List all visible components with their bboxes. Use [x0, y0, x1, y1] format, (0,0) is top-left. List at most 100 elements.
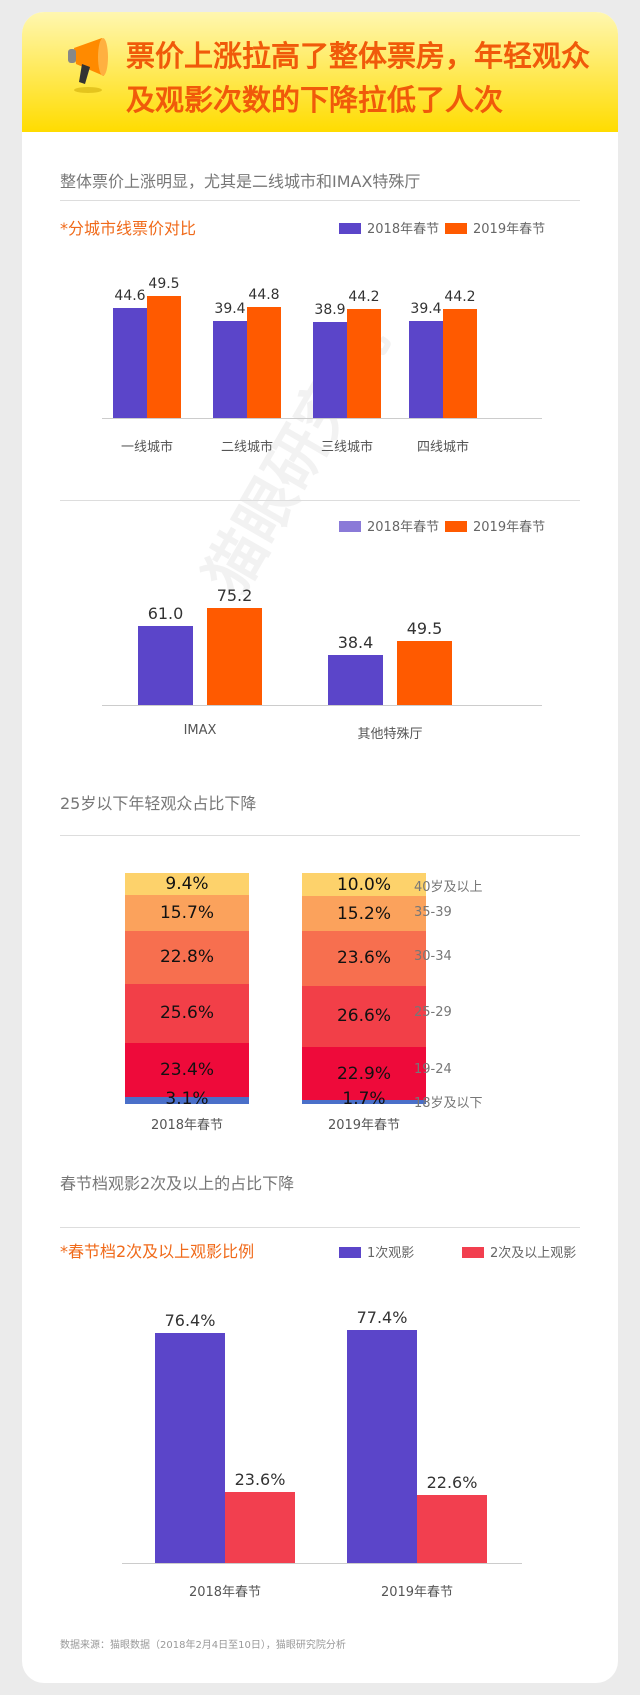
data-label: 44.2 — [348, 288, 380, 305]
segment-label: 23.4% — [159, 1059, 214, 1080]
section-title-2: 25岁以下年轻观众占比下降 — [60, 794, 257, 813]
segment-label: 1.7% — [342, 1088, 386, 1109]
stack-segment: 1.7% — [302, 1090, 426, 1107]
data-label: 75.2 — [216, 585, 253, 605]
x-axis — [122, 1563, 522, 1564]
stack-segment: 26.6% — [302, 985, 426, 1048]
category-label: IMAX — [183, 723, 217, 738]
legend-swatch — [445, 223, 467, 234]
data-label: 44.2 — [444, 288, 476, 305]
legend-item: 2019年春节 — [445, 218, 545, 237]
stack-legend-label: 25-29 — [414, 1005, 452, 1021]
legend-item: 2019年春节 — [445, 516, 545, 535]
category-label: 2018年春节 — [188, 1585, 262, 1600]
legend-item: 2018年春节 — [339, 218, 439, 237]
legend-swatch — [462, 1247, 484, 1258]
section-title-3: 春节档观影2次及以上的占比下降 — [60, 1174, 295, 1193]
legend-label: 2次及以上观影 — [490, 1246, 577, 1261]
divider — [60, 500, 580, 501]
x-axis — [102, 418, 542, 419]
stack-segment: 23.4% — [125, 1042, 249, 1097]
segment-label: 25.6% — [159, 1003, 214, 1024]
bar — [443, 308, 477, 418]
data-label: 39.4 — [410, 300, 442, 317]
bar — [328, 655, 383, 705]
legend-item: 2次及以上观影 — [462, 1242, 576, 1261]
chart-title: *分城市线票价对比 — [60, 219, 197, 238]
data-label: 61.0 — [147, 604, 184, 624]
data-source-footer: 数据来源：猫眼数据（2018年2月4日至10日），猫眼研究院分析 — [60, 1640, 346, 1651]
bar — [225, 1491, 295, 1563]
segment-label: 22.9% — [336, 1063, 391, 1084]
data-label: 49.5 — [406, 618, 443, 638]
segment-label: 22.8% — [159, 947, 214, 968]
bar — [347, 308, 381, 418]
stack-segment: 22.9% — [302, 1047, 426, 1101]
section-title-1: 整体票价上涨明显，尤其是二线城市和IMAX特殊厅 — [60, 172, 421, 191]
stack-segment: 15.2% — [302, 896, 426, 932]
legend-label: 2019年春节 — [473, 520, 546, 535]
legend-swatch — [339, 521, 361, 532]
data-label: 49.5 — [148, 275, 180, 292]
stack-legend-label: 40岁及以上 — [414, 879, 483, 895]
segment-label: 10.0% — [336, 874, 391, 895]
page-title: 票价上涨拉高了整体票房，年轻观众及观影次数的下降拉低了人次 — [126, 39, 591, 117]
legend-swatch — [339, 223, 361, 234]
bar — [347, 1329, 417, 1563]
category-label: 2019年春节 — [380, 1585, 454, 1600]
bar — [113, 307, 147, 418]
legend-label: 2018年春节 — [367, 520, 440, 535]
divider — [60, 1227, 580, 1228]
divider — [60, 835, 580, 836]
header-banner: 票价上涨拉高了整体票房，年轻观众及观影次数的下降拉低了人次 — [22, 12, 618, 132]
bar — [397, 640, 452, 705]
segment-label: 15.7% — [159, 902, 214, 923]
megaphone-icon — [68, 38, 108, 93]
stack-segment: 25.6% — [125, 983, 249, 1043]
segment-label: 3.1% — [165, 1088, 209, 1109]
bar — [313, 321, 347, 418]
data-label: 23.6% — [234, 1469, 286, 1489]
category-label: 四线城市 — [416, 440, 469, 455]
data-label: 39.4 — [214, 300, 246, 317]
bar — [247, 307, 281, 418]
x-axis — [102, 705, 542, 706]
category-label: 2018年春节 — [150, 1118, 224, 1133]
legend-item: 2018年春节 — [339, 516, 439, 535]
stack-legend-label: 35-39 — [414, 904, 452, 920]
legend-swatch — [339, 1247, 361, 1258]
stack-legend-label: 18岁及以下 — [414, 1096, 483, 1112]
category-label: 2019年春节 — [327, 1118, 401, 1133]
data-label: 44.8 — [248, 287, 280, 304]
legend-label: 2018年春节 — [367, 222, 440, 237]
data-label: 38.9 — [314, 301, 346, 318]
stack-segment: 23.6% — [302, 931, 426, 986]
stack-segment: 9.4% — [125, 873, 249, 895]
stack-segment: 15.7% — [125, 894, 249, 931]
data-label: 22.6% — [426, 1472, 478, 1492]
legend-label: 2019年春节 — [473, 222, 546, 237]
data-label: 77.4% — [356, 1307, 408, 1327]
stack-segment: 22.8% — [125, 930, 249, 984]
category-label: 一线城市 — [120, 440, 173, 455]
bar — [417, 1494, 487, 1563]
segment-label: 9.4% — [165, 873, 209, 894]
category-label: 二线城市 — [220, 440, 273, 455]
bar — [207, 607, 262, 705]
bar — [138, 626, 193, 705]
chart-title: *春节档2次及以上观影比例 — [60, 1242, 255, 1261]
data-label: 76.4% — [164, 1310, 216, 1330]
stack-segment: 10.0% — [302, 873, 426, 897]
bar — [155, 1332, 225, 1563]
segment-label: 23.6% — [336, 948, 391, 969]
legend-label: 1次观影 — [367, 1246, 415, 1261]
category-label: 三线城市 — [320, 440, 373, 455]
category-label: 其他特殊厅 — [357, 727, 423, 742]
legend-swatch — [445, 521, 467, 532]
stack-legend-label: 30-34 — [414, 949, 452, 965]
segment-label: 15.2% — [336, 903, 391, 924]
legend-item: 1次观影 — [339, 1242, 414, 1261]
divider — [60, 200, 580, 201]
bar — [409, 320, 443, 418]
bar — [213, 320, 247, 418]
